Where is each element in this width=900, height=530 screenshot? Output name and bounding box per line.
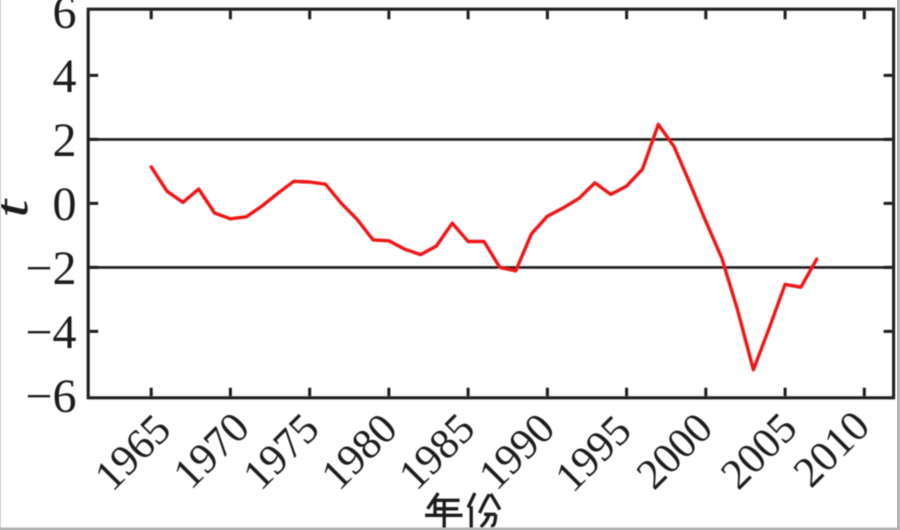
svg-text:−2: −2	[25, 242, 76, 295]
svg-text:t: t	[0, 198, 38, 217]
svg-text:2: 2	[53, 114, 77, 167]
svg-text:−6: −6	[25, 370, 76, 423]
svg-text:−4: −4	[25, 306, 76, 359]
svg-text:4: 4	[53, 50, 77, 103]
svg-text:0: 0	[53, 178, 77, 231]
svg-text:6: 6	[53, 0, 77, 39]
